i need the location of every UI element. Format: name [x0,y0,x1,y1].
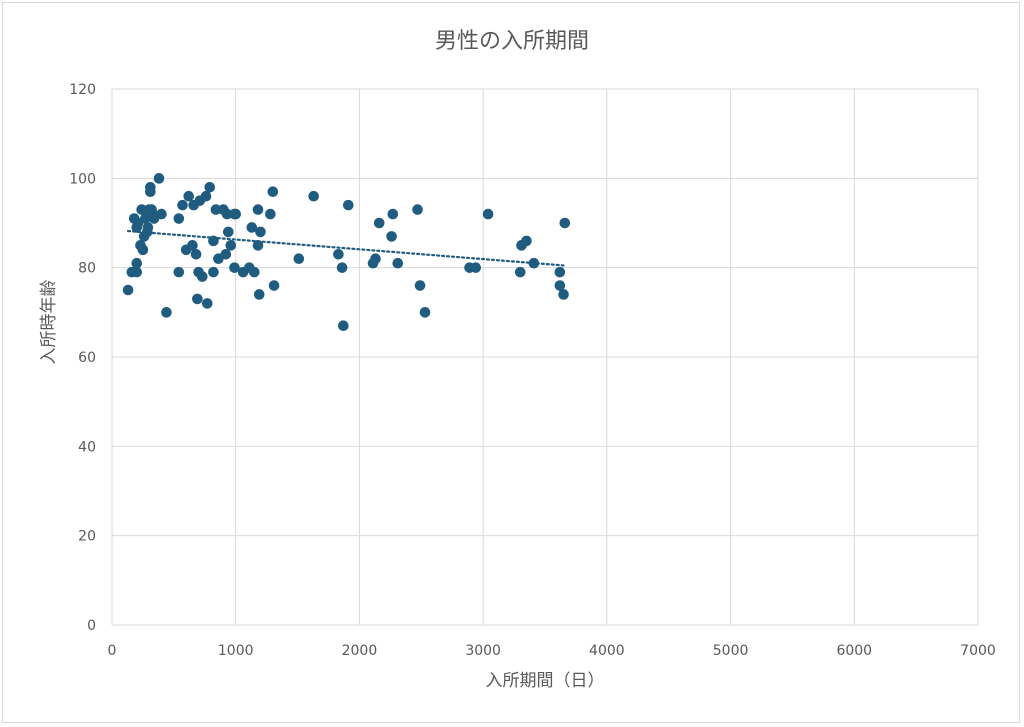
data-point [370,253,381,265]
data-point [204,181,216,193]
data-point [293,253,305,265]
data-point [521,235,532,247]
data-point [248,266,260,278]
chart-title: 男性の入所期間 [435,29,589,54]
data-point [200,190,212,202]
data-point [528,257,540,269]
data-point [253,289,265,300]
data-point [386,231,397,242]
y-tick-label: 0 [87,618,96,634]
x-tick-label: 1000 [218,643,254,659]
data-point [197,271,208,282]
data-point [554,280,566,291]
data-point [414,280,426,291]
trendline [126,229,565,267]
data-point [252,240,264,251]
data-point [267,186,279,198]
data-point [131,257,143,269]
x-tick-label: 3000 [465,643,501,659]
data-point [336,262,348,273]
x-tick-label: 0 [108,643,117,659]
data-point [252,204,264,215]
x-axis-title: 入所期間（日） [486,671,605,691]
data-point [142,222,154,233]
y-tick-label: 100 [69,171,96,187]
data-point [220,248,232,260]
data-point [342,199,354,211]
data-point [470,262,482,273]
data-point [559,217,571,229]
data-point [177,199,188,211]
data-point [161,307,172,318]
x-tick-labels: 0 1000 2000 3000 4000 5000 6000 7000 [108,643,996,659]
data-point [392,257,404,269]
y-tick-label: 40 [78,439,96,455]
data-point [208,266,219,278]
data-point [210,204,222,215]
data-point [265,208,276,220]
data-point [192,293,203,305]
data-point [137,244,149,256]
x-tick-label: 2000 [342,643,378,659]
data-point [558,289,569,300]
y-tick-label: 60 [78,350,96,366]
data-point [156,208,167,220]
y-tick-label: 20 [78,529,96,545]
data-point [221,208,233,220]
data-point [338,320,349,332]
x-tick-label: 5000 [713,643,749,659]
y-tick-label: 120 [69,82,96,98]
data-point [230,208,242,220]
y-tick-label: 80 [78,261,96,277]
data-point [255,226,266,238]
data-point [173,213,185,224]
data-point [373,217,385,229]
y-tick-labels: 0 20 40 60 80 100 120 [69,82,96,634]
data-point [131,266,143,278]
data-point [145,181,156,193]
data-point [183,190,195,202]
data-point [153,173,165,184]
data-point [225,240,237,251]
data-point [554,266,566,278]
data-point [122,284,134,296]
x-tick-label: 7000 [960,643,996,659]
x-tick-label: 4000 [589,643,625,659]
data-point [419,307,431,318]
data-point [201,298,213,309]
data-point [222,226,234,238]
x-tick-label: 6000 [836,643,872,659]
data-point [387,208,399,220]
data-point [187,240,198,251]
y-axis-title: 入所時年齢 [39,280,59,365]
data-points [122,173,571,332]
data-point [190,248,202,260]
data-point [208,235,219,247]
grid-lines [111,88,979,626]
data-point [514,266,526,278]
data-point [229,262,240,273]
data-point [482,208,494,220]
data-point [333,248,344,260]
data-point [308,190,319,202]
data-point [173,266,185,278]
data-point [412,204,423,215]
data-point [268,280,280,291]
data-point [246,222,258,233]
